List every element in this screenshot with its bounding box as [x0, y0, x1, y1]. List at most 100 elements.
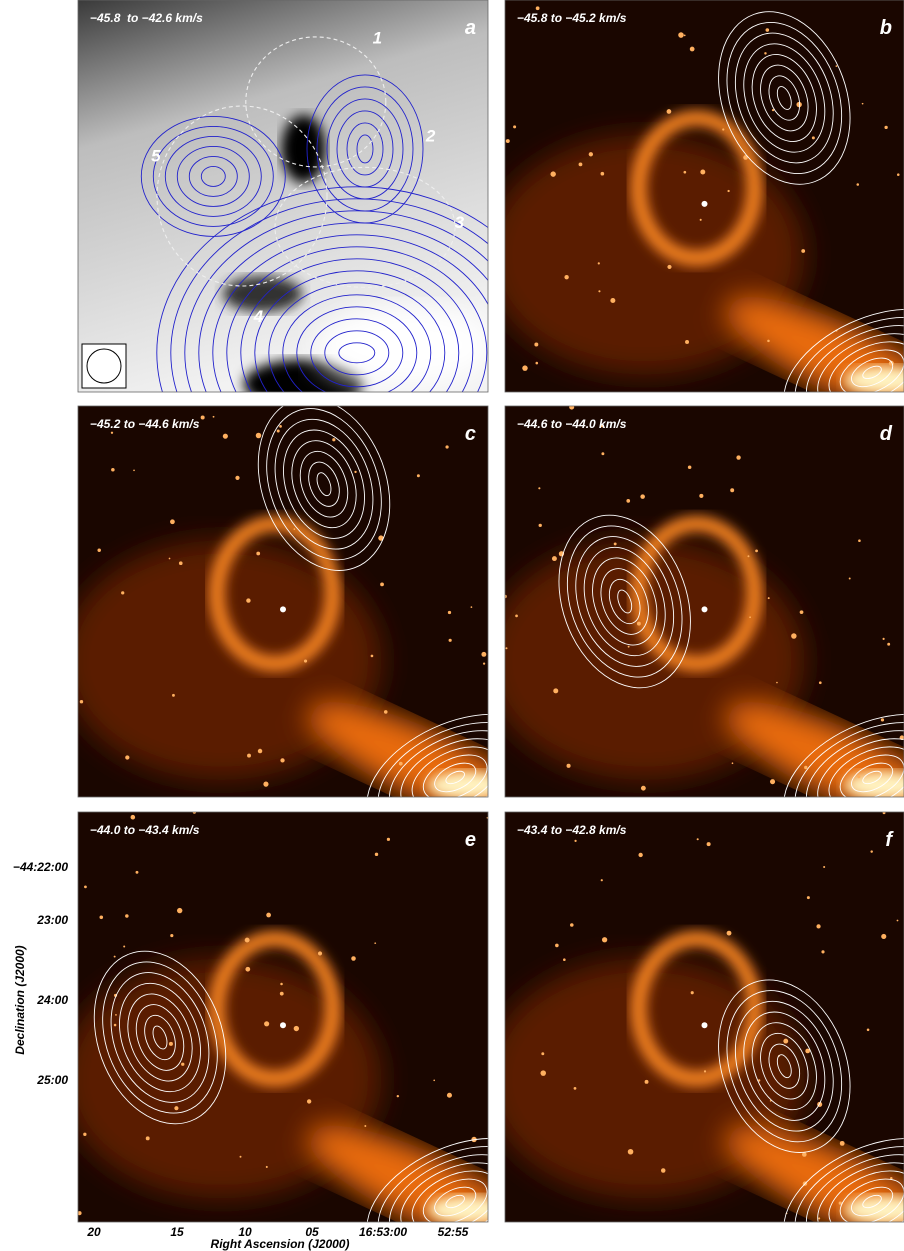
- star: [636, 621, 641, 626]
- star: [482, 662, 486, 665]
- panel-border: [504, 811, 904, 1223]
- contour: [805, 730, 904, 797]
- star: [726, 930, 732, 936]
- panel-border: [504, 405, 904, 798]
- star: [481, 651, 487, 657]
- diffuse: [78, 540, 382, 781]
- star: [181, 1062, 185, 1066]
- contour: [282, 294, 432, 392]
- contour: [817, 738, 904, 797]
- star: [222, 433, 228, 439]
- star: [78, 1211, 82, 1216]
- panel-letter: c: [465, 423, 476, 445]
- velocity-label: −44.0 to −43.4 km/s: [90, 823, 200, 837]
- star: [551, 556, 557, 562]
- star: [540, 1070, 546, 1076]
- contour: [768, 1043, 801, 1089]
- contour: [110, 972, 210, 1103]
- x-tick-label: 10: [238, 1225, 252, 1239]
- star: [172, 693, 175, 697]
- contour: [140, 115, 286, 237]
- star: [640, 494, 645, 499]
- star: [505, 139, 510, 144]
- star: [613, 542, 617, 546]
- star: [856, 183, 860, 186]
- contour: [743, 1011, 826, 1121]
- star: [505, 647, 508, 650]
- contour: [389, 1154, 488, 1222]
- contour: [839, 349, 904, 392]
- star: [838, 1201, 842, 1205]
- velocity-label: −45.8 to −42.6 km/s: [90, 11, 203, 25]
- star: [246, 598, 251, 603]
- star: [796, 101, 802, 108]
- star: [706, 842, 711, 847]
- star: [801, 249, 806, 253]
- star: [317, 951, 323, 956]
- star: [378, 535, 384, 541]
- star: [848, 577, 851, 580]
- star: [244, 937, 250, 943]
- contour: [726, 990, 843, 1143]
- velocity-label: −45.2 to −44.6 km/s: [90, 417, 200, 431]
- y-tick-label: −44:22:00: [13, 860, 68, 874]
- star: [601, 937, 608, 943]
- star: [168, 1041, 173, 1046]
- x-tick-label: 16:53:00: [359, 1225, 407, 1239]
- x-tick-label: 15: [170, 1225, 184, 1239]
- star: [683, 170, 687, 174]
- central-star: [280, 606, 286, 613]
- contour: [127, 993, 193, 1082]
- contour: [805, 1154, 904, 1222]
- central-star: [280, 1022, 286, 1029]
- contour: [144, 1014, 176, 1061]
- star: [535, 361, 539, 365]
- ridge-core: [427, 771, 488, 797]
- star: [699, 493, 704, 498]
- star: [767, 597, 770, 600]
- contour: [188, 155, 238, 197]
- contour: [274, 418, 374, 550]
- bright-ridge: [725, 297, 904, 392]
- star: [398, 761, 403, 766]
- star: [818, 681, 822, 685]
- region-outline: [156, 105, 328, 287]
- panel-letter: f: [885, 829, 894, 851]
- star: [882, 812, 886, 815]
- star: [610, 298, 616, 304]
- star: [887, 642, 891, 646]
- contour: [851, 1186, 894, 1217]
- star: [178, 561, 183, 566]
- star: [553, 688, 559, 694]
- star: [747, 555, 750, 558]
- star: [764, 52, 767, 55]
- star: [522, 365, 528, 371]
- star: [513, 125, 517, 129]
- bubble-ring: [208, 515, 341, 672]
- bright-ridge: [725, 702, 904, 797]
- star: [835, 65, 838, 67]
- central-star: [701, 606, 708, 613]
- contour: [366, 713, 488, 797]
- star: [689, 46, 695, 52]
- star: [870, 850, 873, 853]
- region-label: 5: [151, 146, 161, 165]
- contour: [93, 950, 227, 1125]
- star: [866, 1028, 870, 1032]
- star: [791, 633, 797, 639]
- star: [644, 1079, 649, 1084]
- star: [192, 812, 197, 814]
- star: [563, 958, 566, 962]
- star: [627, 1148, 634, 1155]
- star: [896, 173, 900, 176]
- contour: [310, 318, 404, 388]
- star: [884, 125, 888, 130]
- contour: [254, 270, 460, 392]
- star: [678, 32, 684, 38]
- star: [805, 1048, 811, 1054]
- star: [755, 549, 758, 553]
- contour: [296, 306, 418, 392]
- star: [802, 1152, 807, 1157]
- panel: −44.0 to −43.4 km/s e: [77, 811, 489, 1223]
